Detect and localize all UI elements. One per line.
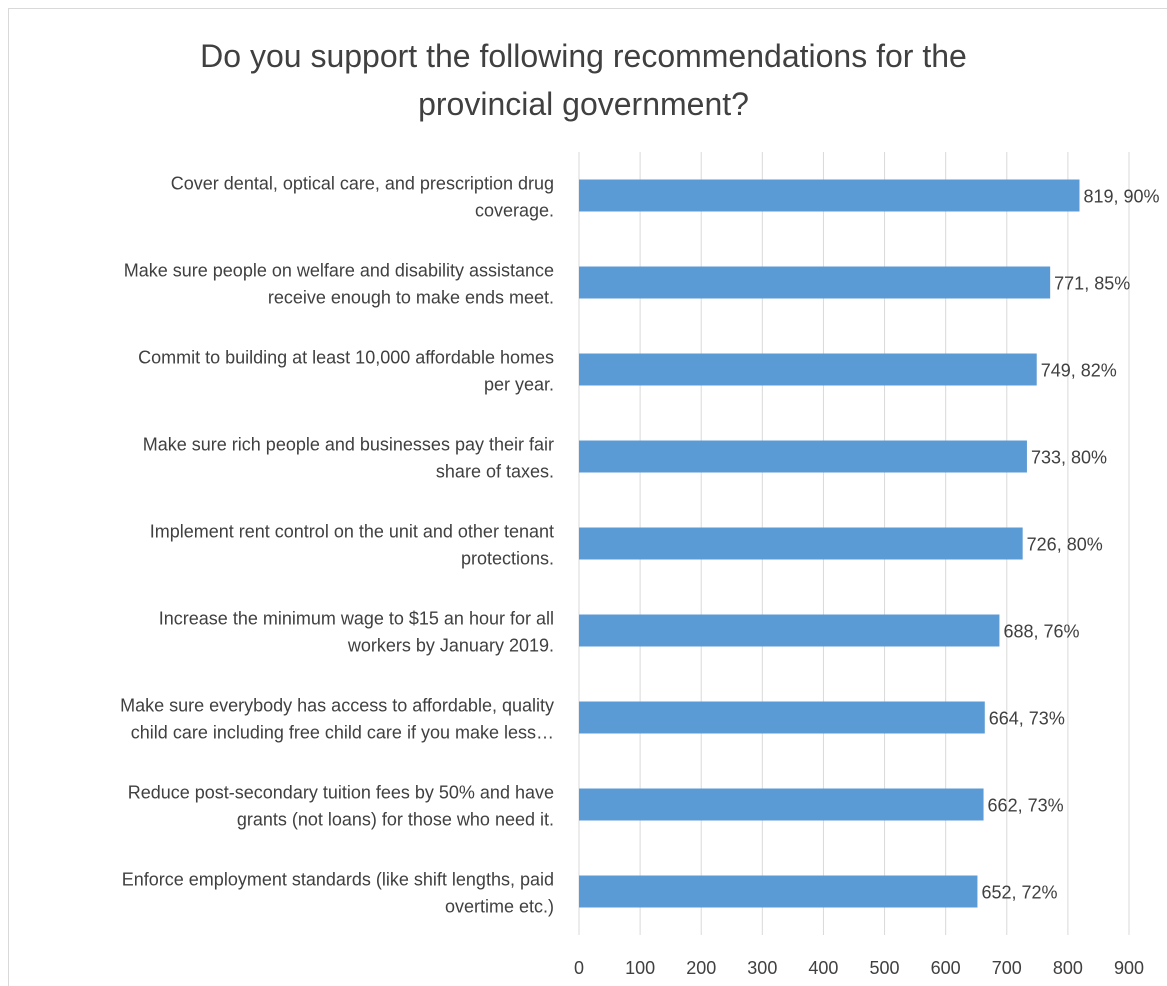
- x-axis-tick-labels: 0 100 200 300 400 500 600 700 800 900: [574, 958, 1144, 978]
- data-label-3: 749, 82%: [1041, 361, 1117, 381]
- data-label-1: 819, 90%: [1084, 187, 1160, 207]
- data-label-7: 664, 73%: [989, 709, 1065, 729]
- category-label-2-line-2: receive enough to make ends meet.: [268, 288, 554, 308]
- x-tick-label-200: 200: [686, 958, 716, 978]
- category-label-5-line-1: Implement rent control on the unit and o…: [150, 522, 554, 542]
- x-tick-label-500: 500: [870, 958, 900, 978]
- x-tick-label-900: 900: [1114, 958, 1144, 978]
- category-label-4-line-1: Make sure rich people and businesses pay…: [143, 435, 554, 455]
- bar-8: [579, 788, 984, 821]
- category-label-3-line-1: Commit to building at least 10,000 affor…: [138, 348, 554, 368]
- data-label-8: 662, 73%: [988, 796, 1064, 816]
- chart-title: Do you support the following recommendat…: [0, 32, 1167, 128]
- data-label-2: 771, 85%: [1054, 274, 1130, 294]
- x-tick-label-600: 600: [931, 958, 961, 978]
- data-labels: 819, 90% 771, 85% 749, 82% 733, 80% 726, 80%…: [981, 187, 1159, 903]
- x-tick-label-700: 700: [992, 958, 1022, 978]
- category-label-4-line-2: share of taxes.: [436, 462, 554, 482]
- data-label-4: 733, 80%: [1031, 448, 1107, 468]
- x-tick-label-800: 800: [1053, 958, 1083, 978]
- x-tick-label-300: 300: [747, 958, 777, 978]
- x-tick-label-400: 400: [808, 958, 838, 978]
- x-tick-label-0: 0: [574, 958, 584, 978]
- category-label-3-line-2: per year.: [484, 375, 554, 395]
- data-label-6: 688, 76%: [1003, 622, 1079, 642]
- category-label-7-line-2: child care including free child care if …: [131, 723, 554, 743]
- bar-6: [579, 614, 1000, 647]
- category-label-8-line-2: grants (not loans) for those who need it…: [237, 810, 554, 830]
- bar-3: [579, 353, 1037, 386]
- bar-1: [579, 179, 1080, 212]
- category-label-9-line-1: Enforce employment standards (like shift…: [122, 870, 554, 890]
- category-label-7-line-1: Make sure everybody has access to afford…: [120, 696, 554, 716]
- bars: [579, 179, 1080, 908]
- category-label-8-line-1: Reduce post-secondary tuition fees by 50…: [128, 783, 554, 803]
- chart-title-line-2: provincial government?: [418, 86, 749, 122]
- category-label-2-line-1: Make sure people on welfare and disabili…: [124, 261, 554, 281]
- category-label-6-line-1: Increase the minimum wage to $15 an hour…: [159, 609, 554, 629]
- chart-title-line-1: Do you support the following recommendat…: [200, 38, 967, 74]
- bar-2: [579, 266, 1051, 299]
- category-label-9-line-2: overtime etc.): [445, 897, 554, 917]
- category-label-6-line-2: workers by January 2019.: [347, 636, 554, 656]
- data-label-9: 652, 72%: [981, 883, 1057, 903]
- data-label-5: 726, 80%: [1027, 535, 1103, 555]
- bar-5: [579, 527, 1023, 560]
- category-label-5-line-2: protections.: [461, 549, 554, 569]
- bar-4: [579, 440, 1027, 473]
- x-tick-label-100: 100: [625, 958, 655, 978]
- chart-frame: [8, 8, 1167, 986]
- category-label-1-line-2: coverage.: [475, 201, 554, 221]
- category-label-1-line-1: Cover dental, optical care, and prescrip…: [171, 174, 554, 194]
- bar-7: [579, 701, 985, 734]
- bar-9: [579, 875, 978, 908]
- category-labels: Cover dental, optical care, and prescrip…: [120, 174, 554, 917]
